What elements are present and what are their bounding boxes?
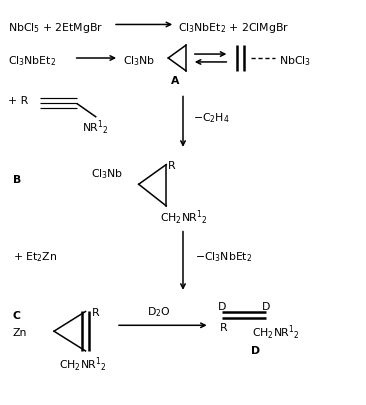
Text: C: C: [12, 311, 20, 321]
Text: Zn: Zn: [12, 328, 27, 337]
Text: B: B: [12, 175, 21, 185]
Text: NR$^1$$_2$: NR$^1$$_2$: [82, 118, 108, 136]
Text: D$_2$O: D$_2$O: [146, 305, 170, 319]
Text: R: R: [168, 160, 176, 170]
Text: D: D: [251, 345, 261, 355]
Text: + Et$_2$Zn: + Et$_2$Zn: [12, 250, 57, 264]
Text: A: A: [171, 76, 179, 85]
Text: $-$Cl$_3$NbEt$_2$: $-$Cl$_3$NbEt$_2$: [195, 250, 252, 264]
Text: Cl$_3$NbEt$_2$: Cl$_3$NbEt$_2$: [8, 54, 56, 68]
Text: D: D: [262, 301, 270, 311]
Text: NbCl$_3$: NbCl$_3$: [279, 54, 310, 68]
Text: Cl$_3$NbEt$_2$ + 2ClMgBr: Cl$_3$NbEt$_2$ + 2ClMgBr: [178, 21, 289, 34]
Text: + R: + R: [8, 96, 28, 106]
Text: D: D: [218, 301, 227, 311]
Text: R: R: [220, 322, 227, 333]
Text: Cl$_3$Nb: Cl$_3$Nb: [92, 167, 124, 181]
Text: CH$_2$NR$^1$$_2$: CH$_2$NR$^1$$_2$: [59, 355, 107, 373]
Text: CH$_2$NR$^1$$_2$: CH$_2$NR$^1$$_2$: [160, 209, 208, 227]
Text: CH$_2$NR$^1$$_2$: CH$_2$NR$^1$$_2$: [252, 322, 300, 341]
Text: $-$C$_2$H$_4$: $-$C$_2$H$_4$: [193, 111, 229, 125]
Text: NbCl$_5$ + 2EtMgBr: NbCl$_5$ + 2EtMgBr: [8, 21, 103, 34]
Text: R: R: [92, 307, 99, 317]
Text: Cl$_3$Nb: Cl$_3$Nb: [123, 54, 155, 68]
